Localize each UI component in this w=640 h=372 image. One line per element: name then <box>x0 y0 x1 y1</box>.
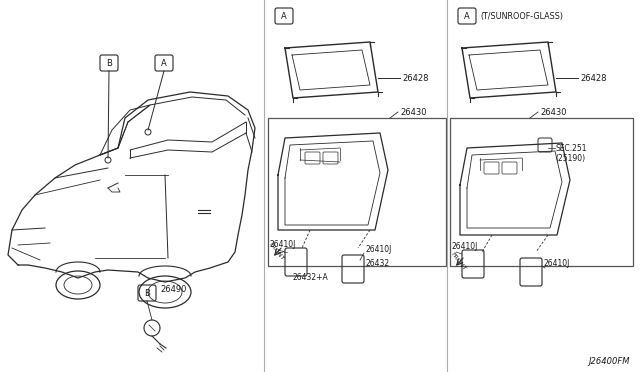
Text: 26410J: 26410J <box>452 241 478 250</box>
Text: 26430: 26430 <box>540 108 566 116</box>
Text: A: A <box>281 12 287 20</box>
Text: 26490: 26490 <box>160 285 186 294</box>
Text: SEC.251: SEC.251 <box>555 144 586 153</box>
Text: FRONT: FRONT <box>268 242 285 262</box>
Text: B: B <box>144 289 150 298</box>
Text: A: A <box>161 58 167 67</box>
Text: B: B <box>106 58 112 67</box>
Text: J26400FM: J26400FM <box>589 357 630 366</box>
Text: 26410J: 26410J <box>544 259 570 267</box>
Text: ~~: ~~ <box>277 250 289 256</box>
Text: 26428: 26428 <box>402 74 429 83</box>
Bar <box>450 118 633 266</box>
Text: (T/SUNROOF-GLASS): (T/SUNROOF-GLASS) <box>480 12 563 20</box>
Text: 26430: 26430 <box>400 108 426 116</box>
Text: A: A <box>464 12 470 20</box>
Bar <box>268 118 446 266</box>
Text: FRONT: FRONT <box>449 252 467 272</box>
Text: 26428: 26428 <box>580 74 607 83</box>
Text: (25190): (25190) <box>555 154 585 163</box>
Text: 26432+A: 26432+A <box>292 273 328 282</box>
Text: 26410J: 26410J <box>269 240 296 248</box>
Text: 26432: 26432 <box>366 259 390 267</box>
Text: 26410J: 26410J <box>366 244 392 253</box>
